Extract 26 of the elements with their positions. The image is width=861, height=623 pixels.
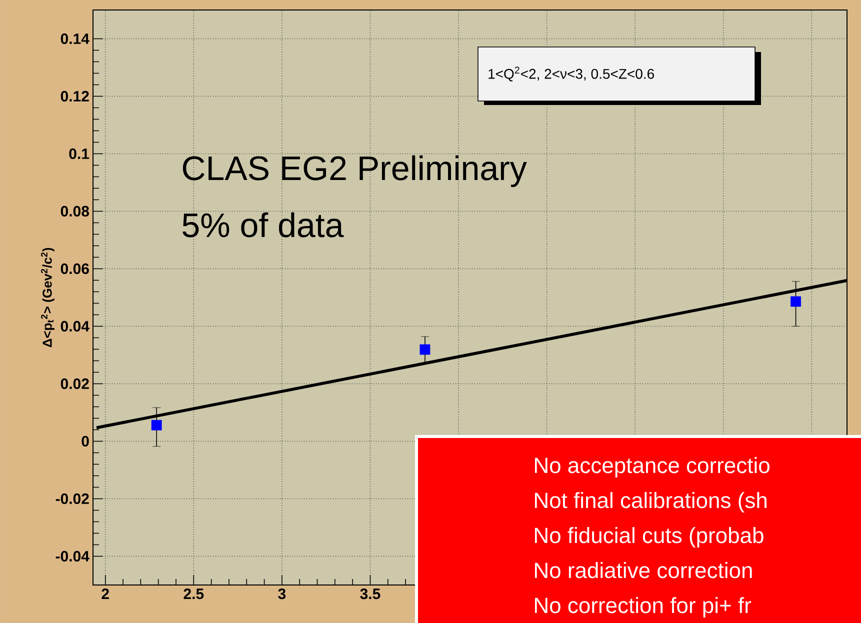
y-tick-label: 0.12: [60, 90, 89, 102]
y-tick-label: 0.1: [69, 148, 90, 160]
x-tick-label: 2.5: [184, 588, 204, 600]
annotation: No radiative correction: [535, 562, 752, 578]
point: [790, 296, 801, 307]
point: [420, 344, 430, 355]
x-tick-label: 3.5: [360, 588, 380, 600]
x-tick-label: 3: [278, 588, 286, 600]
annotation: No acceptance correctio: [535, 457, 770, 478]
annotation: Not final calibrations (sh: [535, 492, 766, 513]
text: No correction for pi+ fr: [535, 597, 752, 618]
annotation: 5% of data: [182, 212, 344, 238]
y-tick-label: -0.04: [56, 550, 90, 562]
y-tick-label: 0.02: [60, 378, 89, 390]
annotation: 1<Q$^{2}$<2, 2<ν<3, 0.5<Z<0.6: [488, 66, 654, 82]
point: [151, 420, 162, 430]
y-tick-label: 0.14: [60, 33, 90, 44]
y-tick-label: 0.08: [60, 206, 90, 217]
annotation: CLAS EG2 Preliminary: [182, 155, 527, 188]
y-tick-label: 0.04: [60, 320, 90, 332]
y-axis-title: Δ<p$_{t}$$^{2}$> (Gev$^{2}$/c$^{2}$): [41, 248, 54, 348]
y-tick-label: 0: [82, 436, 89, 447]
y-tick-label: 0.06: [60, 263, 89, 274]
y-tick-label: -0.02: [56, 493, 89, 504]
x-tick-label: 2: [102, 588, 109, 599]
annotation: No fiducial cuts (probab: [535, 527, 764, 548]
